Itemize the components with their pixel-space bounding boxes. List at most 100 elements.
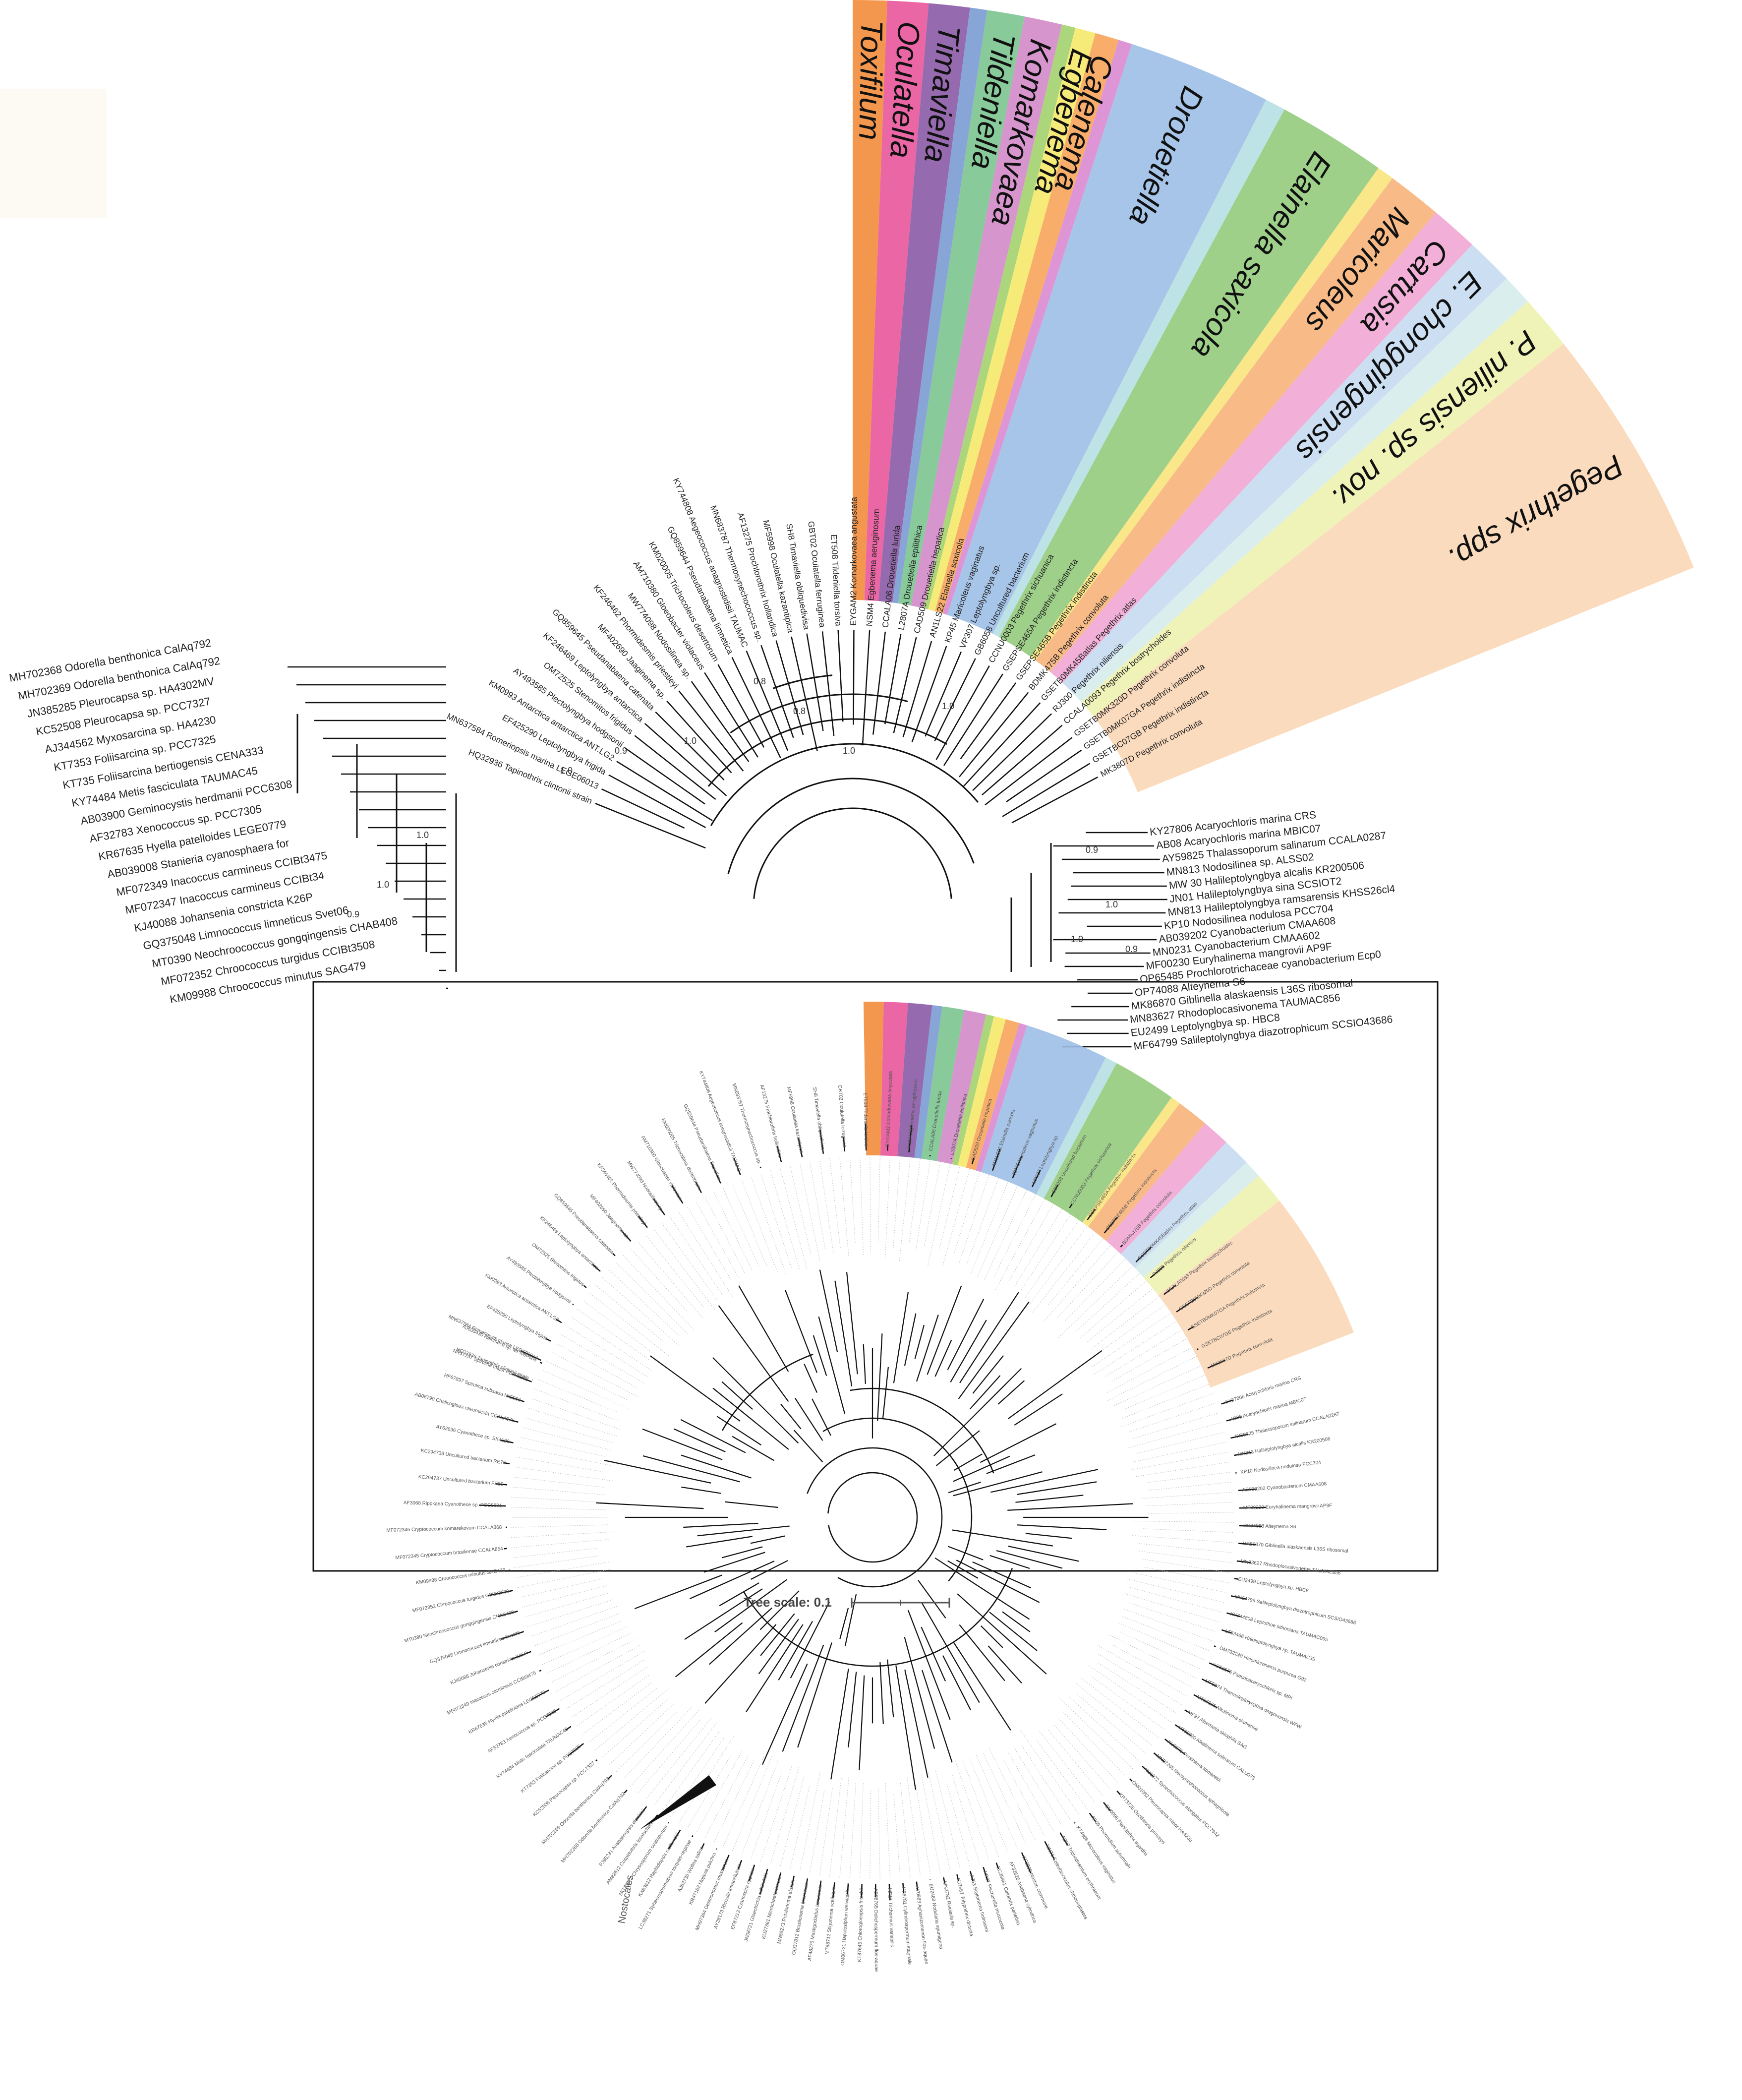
branch	[904, 1313, 917, 1366]
branch	[1017, 1481, 1097, 1495]
branch	[1221, 1399, 1234, 1405]
leader-line	[623, 1707, 692, 1780]
branch	[642, 1428, 723, 1460]
branch	[1230, 1433, 1249, 1439]
leader-line	[988, 1748, 1036, 1841]
leader-line	[954, 1171, 980, 1253]
branch	[921, 1626, 946, 1681]
branch	[893, 1292, 909, 1383]
branch	[725, 1501, 778, 1508]
leader-line	[780, 1167, 807, 1268]
tip-label: GQ37812 Brasilonema bromeliae	[791, 1882, 810, 1955]
branch	[673, 1428, 726, 1452]
branch	[942, 1655, 972, 1711]
branch	[1234, 1451, 1252, 1456]
leader-line	[511, 1531, 614, 1538]
branch	[997, 1380, 1025, 1405]
leader-line	[517, 1446, 611, 1466]
bootstrap-value: 1.0	[1071, 934, 1083, 944]
clade-wedge	[924, 24, 1076, 609]
leader-line	[534, 1613, 620, 1646]
leader-line	[722, 1757, 764, 1848]
branch	[774, 1872, 782, 1895]
leader-line	[595, 1688, 669, 1750]
leader-line	[984, 1190, 1027, 1281]
leader-line	[534, 1388, 619, 1422]
leader-line	[615, 1712, 677, 1773]
leader-line	[892, 1156, 901, 1251]
tip-label: AF13275 Prochlorothrix hollandica	[758, 1084, 783, 1159]
leader-line	[935, 1771, 961, 1869]
leader-line	[1032, 1232, 1096, 1313]
branch	[604, 1459, 711, 1484]
tip-label: MH702368 Odorella benthonica CalAq792	[560, 1791, 627, 1864]
branch	[1129, 1778, 1133, 1782]
leader-line	[849, 1783, 856, 1879]
branch	[684, 1588, 763, 1640]
branch	[721, 1546, 763, 1559]
branch	[612, 1253, 616, 1257]
leader-line	[1075, 1273, 1140, 1332]
lower-overview-tree: HQ32936 Tapinothrix clintonii strainMN63…	[312, 981, 1439, 1972]
leader-line	[1106, 1347, 1192, 1393]
leader-line	[1054, 1725, 1111, 1790]
leader-line	[760, 1766, 792, 1862]
branch	[1238, 1488, 1257, 1491]
branch	[719, 1582, 759, 1607]
clade-wedge	[1093, 344, 1694, 792]
clade-wedge	[892, 7, 987, 603]
branch	[732, 1436, 775, 1461]
leader-line	[1044, 1245, 1111, 1322]
leader-line	[741, 1180, 778, 1272]
leader-line	[870, 1155, 871, 1253]
branch	[722, 1855, 730, 1870]
branch	[804, 1364, 818, 1393]
nostocales-label: Nostocales	[616, 1874, 636, 1924]
branch	[1226, 1612, 1241, 1618]
branch	[848, 1672, 857, 1748]
leader-line	[615, 1262, 688, 1334]
branch	[655, 711, 725, 780]
leader-line	[1107, 1356, 1197, 1401]
branch	[782, 1644, 824, 1752]
clade-wedge	[1143, 1176, 1279, 1295]
leader-line	[514, 1556, 599, 1568]
clade-wedge	[942, 40, 1132, 615]
leader-line	[520, 1578, 602, 1598]
branch	[882, 1367, 889, 1419]
tip-label: MH97364 Desmonostoc muscorum	[695, 1858, 730, 1931]
clade-wedge	[952, 1014, 994, 1166]
branch	[791, 636, 818, 752]
branch	[1234, 1578, 1238, 1580]
tip-label: KJ7687 Tolypothrix distorta	[955, 1878, 974, 1937]
branch	[813, 1335, 827, 1376]
leader-line	[893, 1794, 901, 1878]
leader-line	[1105, 1329, 1182, 1377]
leader-line	[1133, 1412, 1219, 1439]
leader-line	[522, 1585, 607, 1608]
leader-line	[770, 1767, 800, 1865]
clade-wedge	[1044, 1063, 1172, 1223]
leader-line	[877, 1788, 880, 1879]
leader-line	[1048, 1730, 1103, 1797]
leader-line	[983, 1753, 1027, 1845]
leader-line	[1125, 1374, 1206, 1409]
tip-label: MT98712 Stigonema ocellatum	[824, 1886, 837, 1955]
branch	[983, 1867, 989, 1883]
bootstrap-value: 1.0	[843, 746, 855, 756]
branch	[692, 1835, 694, 1838]
leader-line	[645, 1235, 703, 1307]
branch	[703, 1552, 765, 1573]
upper-clade-color-fan	[853, 0, 1694, 792]
leader-line	[1025, 1226, 1088, 1310]
tip-label: MF17 Trichormus variabilis	[887, 1888, 895, 1947]
branch	[1044, 1841, 1055, 1860]
leader-line	[1092, 1313, 1171, 1368]
tip-label: AB08765 Dolichospermum flos-aquae	[873, 1888, 879, 1972]
leader-line	[537, 1620, 621, 1656]
leader-line	[541, 1370, 630, 1410]
branch	[952, 1529, 1053, 1547]
upper-tree-branches	[288, 629, 1167, 1048]
branch	[595, 803, 706, 849]
branch	[642, 1455, 740, 1483]
